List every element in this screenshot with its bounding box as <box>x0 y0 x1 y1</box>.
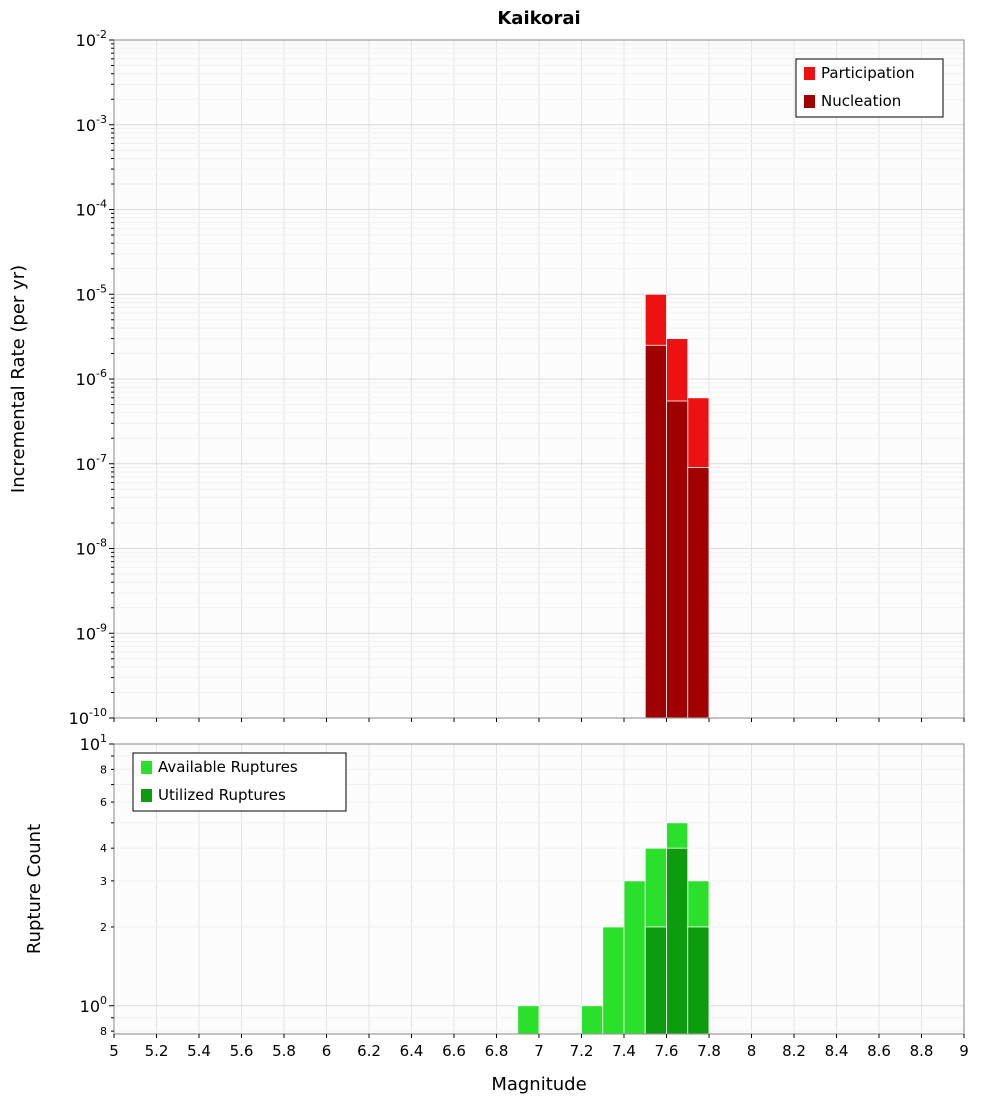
x-tick-label: 6.4 <box>400 1042 424 1060</box>
nucleation-bar <box>666 400 689 719</box>
x-tick-label: 6 <box>322 1042 332 1060</box>
x-tick-label: 8.2 <box>782 1042 806 1060</box>
x-tick-label: 5.4 <box>187 1042 211 1060</box>
participation-swatch <box>804 67 815 80</box>
available-ruptures-bar <box>623 880 646 1035</box>
chart-title: Kaikorai <box>497 8 580 29</box>
x-tick-label: 5.8 <box>272 1042 296 1060</box>
x-axis-label: Magnitude <box>491 1074 586 1095</box>
available-ruptures-legend-label: Available Ruptures <box>158 758 298 776</box>
available-ruptures-bar <box>581 1005 604 1035</box>
nucleation-swatch <box>804 95 815 108</box>
x-tick-label: 6.2 <box>357 1042 381 1060</box>
y-tick-label: 10-6 <box>76 367 107 389</box>
nucleation-series <box>644 344 710 719</box>
count-y-axis-label: Rupture Count <box>24 824 45 954</box>
y-tick-label: 100 <box>80 994 107 1016</box>
x-tick-label: 7.8 <box>697 1042 721 1060</box>
available-ruptures-bar <box>517 1005 540 1035</box>
y-minor-tick-label: 3 <box>100 875 107 888</box>
x-tick-label: 7.4 <box>612 1042 636 1060</box>
utilized-ruptures-bar <box>666 847 689 1035</box>
x-tick-label: 8.6 <box>867 1042 891 1060</box>
x-tick-label: 8 <box>747 1042 757 1060</box>
rupture-count-panel: 5 5.2 5.4 5.6 5.8 6 6.2 6.4 6.6 6.8 7 7.2 7.4 7.6 7.8 8… <box>80 732 969 1060</box>
x-tick-label: 7.2 <box>570 1042 594 1060</box>
utilized-ruptures-legend-label: Utilized Ruptures <box>158 786 286 804</box>
utilized-ruptures-swatch <box>141 789 152 802</box>
nucleation-bar <box>687 467 710 719</box>
incremental-rate-panel: 10-2 10-3 10-4 10-5 10-6 10-7 10-8 10-9 10-10 Par… <box>69 28 965 728</box>
rate-y-axis-label: Incremental Rate (per yr) <box>8 265 29 493</box>
incremental-rate-panel-legend: Participation Nucleation <box>795 58 944 118</box>
x-tick-label: 8.4 <box>825 1042 849 1060</box>
y-tick-label: 10-3 <box>76 113 107 135</box>
y-tick-label: 10-4 <box>76 198 107 220</box>
y-minor-tick-label: 4 <box>100 842 107 855</box>
x-tick-label: 5.6 <box>230 1042 254 1060</box>
y-tick-label: 101 <box>80 732 107 754</box>
utilized-ruptures-series <box>644 847 710 1035</box>
y-tick-label: 10-8 <box>76 537 107 559</box>
available-ruptures-bar <box>602 926 625 1035</box>
available-ruptures-swatch <box>141 761 152 774</box>
y-minor-tick-label: 8 <box>100 763 107 776</box>
chart-layers: 10-2 10-3 10-4 10-5 10-6 10-7 10-8 10-9 10-10 Par… <box>69 28 969 1060</box>
y-minor-tick-label: 2 <box>100 921 107 934</box>
y-tick-label: 10-10 <box>69 706 107 728</box>
participation-legend-label: Participation <box>821 64 915 82</box>
x-tick-label: 7 <box>534 1042 544 1060</box>
x-tick-label: 6.6 <box>442 1042 466 1060</box>
y-minor-tick-label: 8 <box>100 1025 107 1038</box>
x-tick-label: 5 <box>109 1042 119 1060</box>
y-minor-tick-label: 6 <box>100 796 107 809</box>
x-tick-label: 5.2 <box>145 1042 169 1060</box>
utilized-ruptures-bar <box>644 926 667 1035</box>
x-tick-label: 6.8 <box>485 1042 509 1060</box>
rupture-count-panel-legend: Available Ruptures Utilized Ruptures <box>132 752 347 812</box>
utilized-ruptures-bar <box>687 926 710 1035</box>
y-tick-label: 10-2 <box>76 28 107 50</box>
nucleation-legend-label: Nucleation <box>821 92 901 110</box>
y-tick-label: 10-7 <box>76 452 107 474</box>
y-tick-label: 10-9 <box>76 621 107 643</box>
x-tick-label: 8.8 <box>910 1042 934 1060</box>
x-tick-label: 7.6 <box>655 1042 679 1060</box>
nucleation-bar <box>644 344 667 719</box>
x-tick-label: 9 <box>959 1042 969 1060</box>
y-tick-label: 10-5 <box>76 282 107 304</box>
